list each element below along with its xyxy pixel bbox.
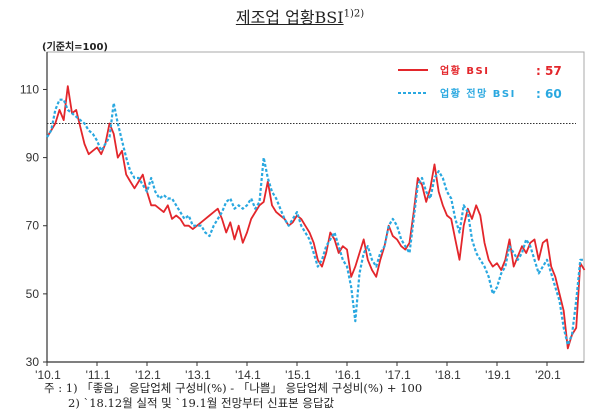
series-line-actual-bsi (46, 85, 586, 350)
x-tick-label: '15.1 (285, 368, 311, 382)
chart-title: 제조업 업황BSI1)2) (0, 4, 600, 28)
title-superscript: 1)2) (343, 8, 365, 20)
x-tick-label: '17.1 (385, 368, 411, 382)
legend-value: : 60 (536, 87, 562, 101)
legend-label: 업황 BSI (440, 64, 489, 77)
series-line-outlook-bsi (46, 98, 585, 347)
x-tick-label: '11.1 (86, 368, 111, 382)
y-tick-label: 110 (20, 82, 39, 96)
x-tick-label: '20.1 (535, 368, 561, 382)
x-tick-label: '16.1 (335, 368, 361, 382)
title-text: 제조업 업황BSI (235, 8, 344, 27)
y-tick-label: 50 (26, 287, 40, 301)
x-tick-label: '18.1 (435, 368, 461, 382)
footnote-1: 주 : 1) 「좋음」 응답업체 구성비(%) - 「나쁨」 응답업체 구성비(… (44, 381, 423, 395)
x-tick-label: '12.1 (135, 368, 161, 382)
x-tick-label: '10.1 (35, 368, 61, 382)
y-tick-label: 90 (26, 151, 40, 165)
footnote-2: 2) `18.12월 실적 및 `19.1월 전망부터 신표본 응답값 (68, 396, 335, 410)
unit-label: (기준치=100) (42, 42, 108, 53)
x-tick-label: '13.1 (185, 368, 211, 382)
x-tick-label: '19.1 (485, 368, 511, 382)
legend-value: : 57 (536, 64, 562, 78)
y-tick-label: 30 (26, 355, 40, 369)
x-tick-label: '14.1 (235, 368, 261, 382)
y-tick-label: 70 (26, 219, 40, 233)
legend-label: 업황 전망 BSI (440, 87, 516, 100)
